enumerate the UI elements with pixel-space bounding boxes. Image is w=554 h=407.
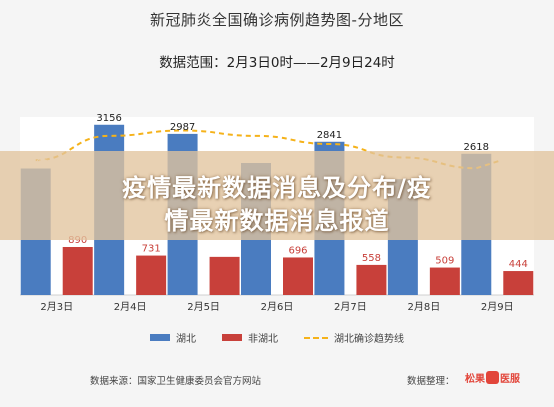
- data-source: 数据来源：国家卫生健康委员会官方网站: [90, 376, 262, 387]
- x-tick-5: 2月7日: [334, 301, 367, 313]
- label-non-hubei-1: 890: [68, 235, 87, 246]
- logo-icon: [486, 371, 499, 384]
- legend-item-trend: 湖北确诊趋势线: [304, 330, 404, 345]
- x-tick-3: 2月5日: [187, 301, 220, 313]
- bar-non-hubei-1: [62, 246, 93, 295]
- banner-line-2: 情最新数据消息报道: [164, 207, 390, 235]
- legend-label-hubei: 湖北: [176, 334, 196, 345]
- x-tick-4: 2月6日: [261, 301, 294, 313]
- legend-swatch-hubei: [150, 334, 170, 341]
- logo-text-2: 医服: [500, 374, 520, 385]
- logo-text-1: 松果: [465, 374, 485, 385]
- legend-item-non-hubei: 非湖北: [222, 330, 278, 345]
- label-non-hubei-4: 696: [288, 245, 307, 256]
- banner-line-1: 疫情最新数据消息及分布/疫: [122, 174, 432, 202]
- chart-subtitle: 数据范围：2月3日0时——2月9日24时: [159, 55, 395, 71]
- label-hubei-3: 2987: [170, 122, 195, 133]
- legend: 湖北 非湖北 湖北确诊趋势线: [0, 330, 554, 345]
- legend-item-hubei: 湖北: [150, 330, 196, 345]
- watermark-banner: 疫情最新数据消息及分布/疫 情最新数据消息报道: [0, 151, 554, 240]
- label-non-hubei-2: 731: [142, 244, 161, 255]
- x-tick-6: 2月8日: [407, 301, 440, 313]
- legend-swatch-trend: [304, 336, 328, 339]
- x-tick-1: 2月3日: [40, 301, 73, 313]
- brand-logo: 松果 医服: [465, 370, 520, 385]
- label-non-hubei-6: 509: [435, 256, 454, 267]
- bar-non-hubei-6: [429, 267, 460, 295]
- bar-non-hubei-7: [503, 271, 534, 295]
- bar-non-hubei-2: [136, 255, 167, 295]
- legend-swatch-non-hubei: [222, 334, 242, 341]
- legend-label-trend: 湖北确诊趋势线: [334, 334, 404, 345]
- bar-non-hubei-3: [209, 256, 240, 295]
- legend-label-non-hubei: 非湖北: [248, 334, 278, 345]
- bar-non-hubei-5: [356, 264, 387, 295]
- bar-non-hubei-4: [283, 257, 313, 295]
- label-non-hubei-5: 558: [362, 253, 381, 264]
- x-tick-7: 2月9日: [481, 301, 514, 313]
- data-compiled-label: 数据整理：: [407, 376, 455, 387]
- label-hubei-7: 2618: [464, 142, 489, 153]
- label-hubei-5: 2841: [317, 130, 342, 141]
- label-non-hubei-7: 444: [509, 259, 528, 270]
- label-hubei-2: 3156: [96, 113, 121, 124]
- x-tick-2: 2月4日: [114, 301, 147, 313]
- chart-title: 新冠肺炎全国确诊病例趋势图-分地区: [150, 11, 404, 29]
